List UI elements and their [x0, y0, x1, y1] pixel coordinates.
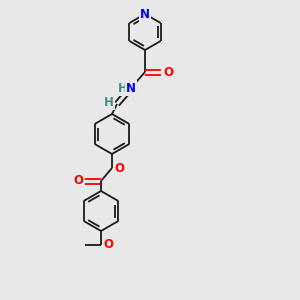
Text: O: O — [73, 175, 83, 188]
Text: H: H — [104, 95, 114, 109]
Text: N: N — [126, 82, 136, 94]
Text: H: H — [118, 82, 128, 94]
Text: O: O — [163, 65, 173, 79]
Text: N: N — [140, 8, 150, 20]
Text: O: O — [114, 161, 124, 175]
Text: O: O — [103, 238, 113, 251]
